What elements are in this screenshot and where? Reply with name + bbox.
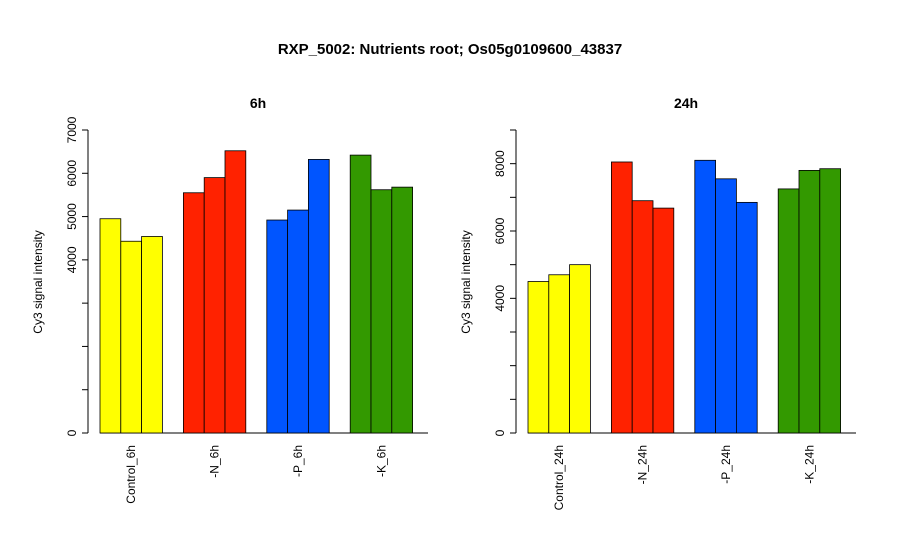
plot-area-24h: 0 4000 6000 8000 Control_24h -N_24h -P_24h -K_2… — [493, 129, 856, 510]
bar-24h-g2-b1 — [715, 178, 737, 434]
y-axis-label-6h: Cy3 signal intensity — [31, 230, 45, 333]
y-axis-label-24h: Cy3 signal intensity — [459, 230, 473, 333]
y-tick-label-6h: 0 — [65, 429, 79, 436]
bar-6h-g2-b0 — [266, 219, 288, 434]
bar-6h-g3-b1 — [370, 189, 393, 434]
figure-title: RXP_5002: Nutrients root; Os05g0109600_4… — [278, 41, 622, 58]
bar-24h-g3-b2 — [819, 168, 841, 434]
bar-6h-g1-b0 — [182, 192, 205, 434]
y-tick-label-6h: 5000 — [65, 203, 79, 230]
x-tick-label-6h: Control_6h — [124, 445, 138, 504]
bar-6h-g0-b0 — [99, 218, 122, 434]
bar-24h-g2-b0 — [694, 159, 716, 434]
x-tick-label-6h: -K_6h — [374, 445, 388, 477]
y-tick-label-24h: 8000 — [493, 150, 507, 177]
bar-6h-g3-b0 — [349, 154, 372, 434]
y-tick-label-24h: 4000 — [493, 285, 507, 312]
x-tick-label-24h: -N_24h — [636, 445, 650, 484]
y-tick-label-6h: 4000 — [65, 246, 79, 273]
bar-6h-g1-b1 — [203, 177, 226, 434]
panel-title-6h: 6h — [250, 95, 266, 111]
bar-24h-g1-b0 — [611, 161, 633, 434]
bar-24h-g3-b1 — [798, 169, 821, 434]
x-tick-label-6h: -N_6h — [208, 445, 222, 478]
bar-24h-g1-b2 — [652, 207, 675, 434]
bar-6h-g3-b2 — [391, 186, 413, 434]
bar-6h-g2-b1 — [287, 209, 309, 434]
bar-24h-g3-b0 — [777, 188, 800, 434]
bar-6h-g1-b2 — [224, 150, 247, 434]
y-tick-label-6h: 6000 — [65, 160, 79, 187]
x-tick-label-6h: -P_6h — [291, 445, 305, 477]
x-tick-label-24h: -P_24h — [719, 445, 733, 484]
bar-6h-g0-b2 — [141, 236, 163, 434]
bar-24h-g0-b2 — [569, 264, 591, 434]
y-tick-label-24h: 6000 — [493, 217, 507, 244]
x-tick-label-24h: -K_24h — [802, 445, 816, 484]
bar-24h-g2-b2 — [736, 201, 758, 434]
bar-6h-g0-b1 — [120, 240, 143, 434]
panel-title-24h: 24h — [674, 95, 698, 111]
plot-area-6h: 0 4000 5000 6000 7000 Control_6h -N_6h -P_6h -K_… — [65, 116, 428, 504]
y-tick-label-24h: 0 — [493, 429, 507, 436]
bar-24h-g0-b1 — [548, 274, 570, 434]
bar-6h-g2-b2 — [307, 159, 330, 434]
panel-6h: 6h Cy3 signal intensity 0 4000 5000 6000 700… — [31, 95, 428, 504]
bar-24h-g1-b1 — [631, 200, 654, 434]
bar-24h-g0-b0 — [527, 281, 550, 434]
panel-24h: 24h Cy3 signal intensity 0 4000 6000 8000 Co… — [459, 95, 856, 510]
x-tick-label-24h: Control_24h — [552, 445, 566, 510]
y-tick-label-6h: 7000 — [65, 116, 79, 143]
